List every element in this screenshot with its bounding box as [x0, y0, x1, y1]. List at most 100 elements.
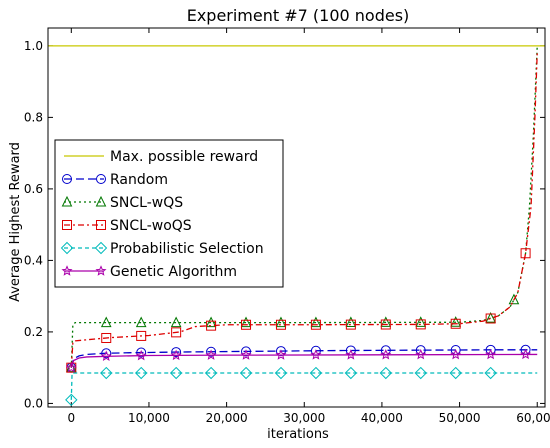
series-line-genetic-algorithm [70, 353, 538, 368]
y-tick-label: 0.0 [24, 396, 43, 410]
data-point-genetic-algorithm [65, 361, 77, 373]
y-axis-label: Average Highest Reward [8, 142, 23, 302]
series-sncl-woqs [66, 53, 538, 373]
data-point-probabilistic-selection [309, 366, 323, 380]
data-point-sncl-wqs [170, 316, 182, 328]
y-tick-label: 1.0 [24, 39, 43, 53]
data-point-genetic-algorithm [170, 349, 182, 361]
data-point-probabilistic-selection [379, 366, 393, 380]
data-point-genetic-algorithm [415, 348, 427, 360]
data-point-probabilistic-selection [484, 366, 497, 380]
data-point-sncl-wqs [508, 293, 520, 305]
data-point-sncl-woqs [136, 330, 147, 341]
legend-marker-probabilistic-selection [60, 241, 74, 255]
data-point-probabilistic-selection [449, 366, 462, 380]
x-tick-label: 60,000 [516, 411, 550, 425]
legend-marker-random [62, 174, 72, 184]
legend-marker-sncl-wqs [95, 195, 107, 207]
data-point-random [206, 346, 217, 357]
data-point-genetic-algorithm [240, 349, 252, 360]
data-point-probabilistic-selection [134, 366, 148, 380]
data-point-genetic-algorithm [485, 348, 497, 360]
y-tick-label: 0.4 [24, 253, 43, 267]
series-sncl-wqs [65, 45, 538, 373]
data-point-probabilistic-selection [344, 366, 358, 380]
data-point-sncl-wqs [205, 316, 217, 328]
y-tick-label: 0.2 [24, 325, 43, 339]
data-point-sncl-wqs [100, 316, 112, 328]
data-point-genetic-algorithm [100, 350, 112, 362]
data-point-sncl-wqs [485, 312, 496, 323]
legend-marker-sncl-wqs [61, 195, 73, 207]
legend-marker-random [96, 174, 106, 184]
data-point-sncl-wqs [135, 316, 147, 328]
x-tick-label: 0 [67, 411, 75, 425]
legend-label-random: Random [110, 172, 168, 188]
data-point-probabilistic-selection [100, 366, 113, 380]
data-point-sncl-woqs [345, 319, 356, 330]
series-random [66, 344, 538, 373]
data-point-random [136, 347, 147, 358]
data-point-sncl-wqs [310, 316, 322, 328]
data-point-sncl-wqs [450, 316, 462, 327]
legend-box [54, 139, 284, 288]
data-point-sncl-woqs [206, 320, 217, 331]
series-line-sncl-woqs [70, 53, 538, 368]
data-point-sncl-wqs [345, 316, 357, 328]
data-point-genetic-algorithm [310, 349, 322, 360]
x-tick-label: 20,000 [206, 411, 248, 425]
y-tick-label: 0.8 [24, 110, 43, 124]
data-point-probabilistic-selection [414, 366, 427, 380]
data-point-sncl-woqs [450, 318, 461, 329]
legend-label-genetic-algorithm: Genetic Algorithm [110, 264, 237, 280]
plot-frame [47, 27, 546, 408]
series-probabilistic-selection [65, 366, 538, 407]
data-point-genetic-algorithm [205, 349, 217, 360]
data-point-probabilistic-selection [239, 366, 253, 380]
plot-area: 0 10,000 20,000 30,000 40,000 50,000 60,000 0.0… [24, 27, 550, 425]
data-point-sncl-wqs [380, 316, 392, 327]
data-point-sncl-woqs [520, 248, 531, 259]
chart-title: Experiment #7 (100 nodes) [187, 6, 410, 25]
x-tick-label: 50,000 [439, 411, 481, 425]
data-point-sncl-woqs [171, 327, 182, 338]
legend-marker-sncl-woqs [62, 220, 72, 230]
data-point-genetic-algorithm [135, 349, 147, 361]
data-point-random [101, 348, 112, 359]
legend-marker-probabilistic-selection [94, 241, 108, 255]
series-line-probabilistic-selection [70, 372, 538, 400]
data-point-random [171, 347, 182, 358]
data-point-sncl-woqs [101, 332, 112, 343]
data-point-probabilistic-selection [169, 366, 183, 380]
data-point-sncl-woqs [275, 319, 286, 330]
data-point-sncl-wqs [415, 316, 427, 327]
x-tick-label: 10,000 [128, 411, 170, 425]
series-genetic-algorithm [65, 348, 538, 373]
legend-label-probabilistic-selection: Probabilistic Selection [110, 241, 264, 257]
data-point-probabilistic-selection [204, 366, 218, 380]
data-point-genetic-algorithm [345, 349, 357, 360]
legend-label-max-possible-reward: Max. possible reward [110, 149, 258, 165]
data-point-random [241, 346, 252, 357]
x-tick-label: 30,000 [283, 411, 325, 425]
data-point-genetic-algorithm [380, 348, 392, 360]
legend-label-sncl-wqs: SNCL-wQS [110, 195, 183, 211]
legend-marker-genetic-algorithm [61, 265, 73, 276]
data-point-genetic-algorithm [450, 348, 462, 360]
x-tick-label: 40,000 [361, 411, 403, 425]
legend-marker-genetic-algorithm [95, 265, 107, 276]
data-point-sncl-woqs [380, 319, 391, 330]
data-point-sncl-woqs [241, 319, 252, 330]
data-point-genetic-algorithm [275, 349, 287, 360]
data-point-sncl-woqs [485, 313, 496, 324]
data-point-sncl-woqs [310, 319, 321, 330]
x-axis-label: iterations [267, 427, 329, 442]
y-tick-label: 0.6 [24, 182, 43, 196]
legend-marker-sncl-woqs [96, 220, 106, 230]
data-point-sncl-wqs [240, 316, 252, 328]
data-point-sncl-woqs [415, 319, 426, 330]
data-point-genetic-algorithm [520, 348, 532, 360]
legend-label-sncl-woqs: SNCL-woQS [110, 218, 192, 234]
